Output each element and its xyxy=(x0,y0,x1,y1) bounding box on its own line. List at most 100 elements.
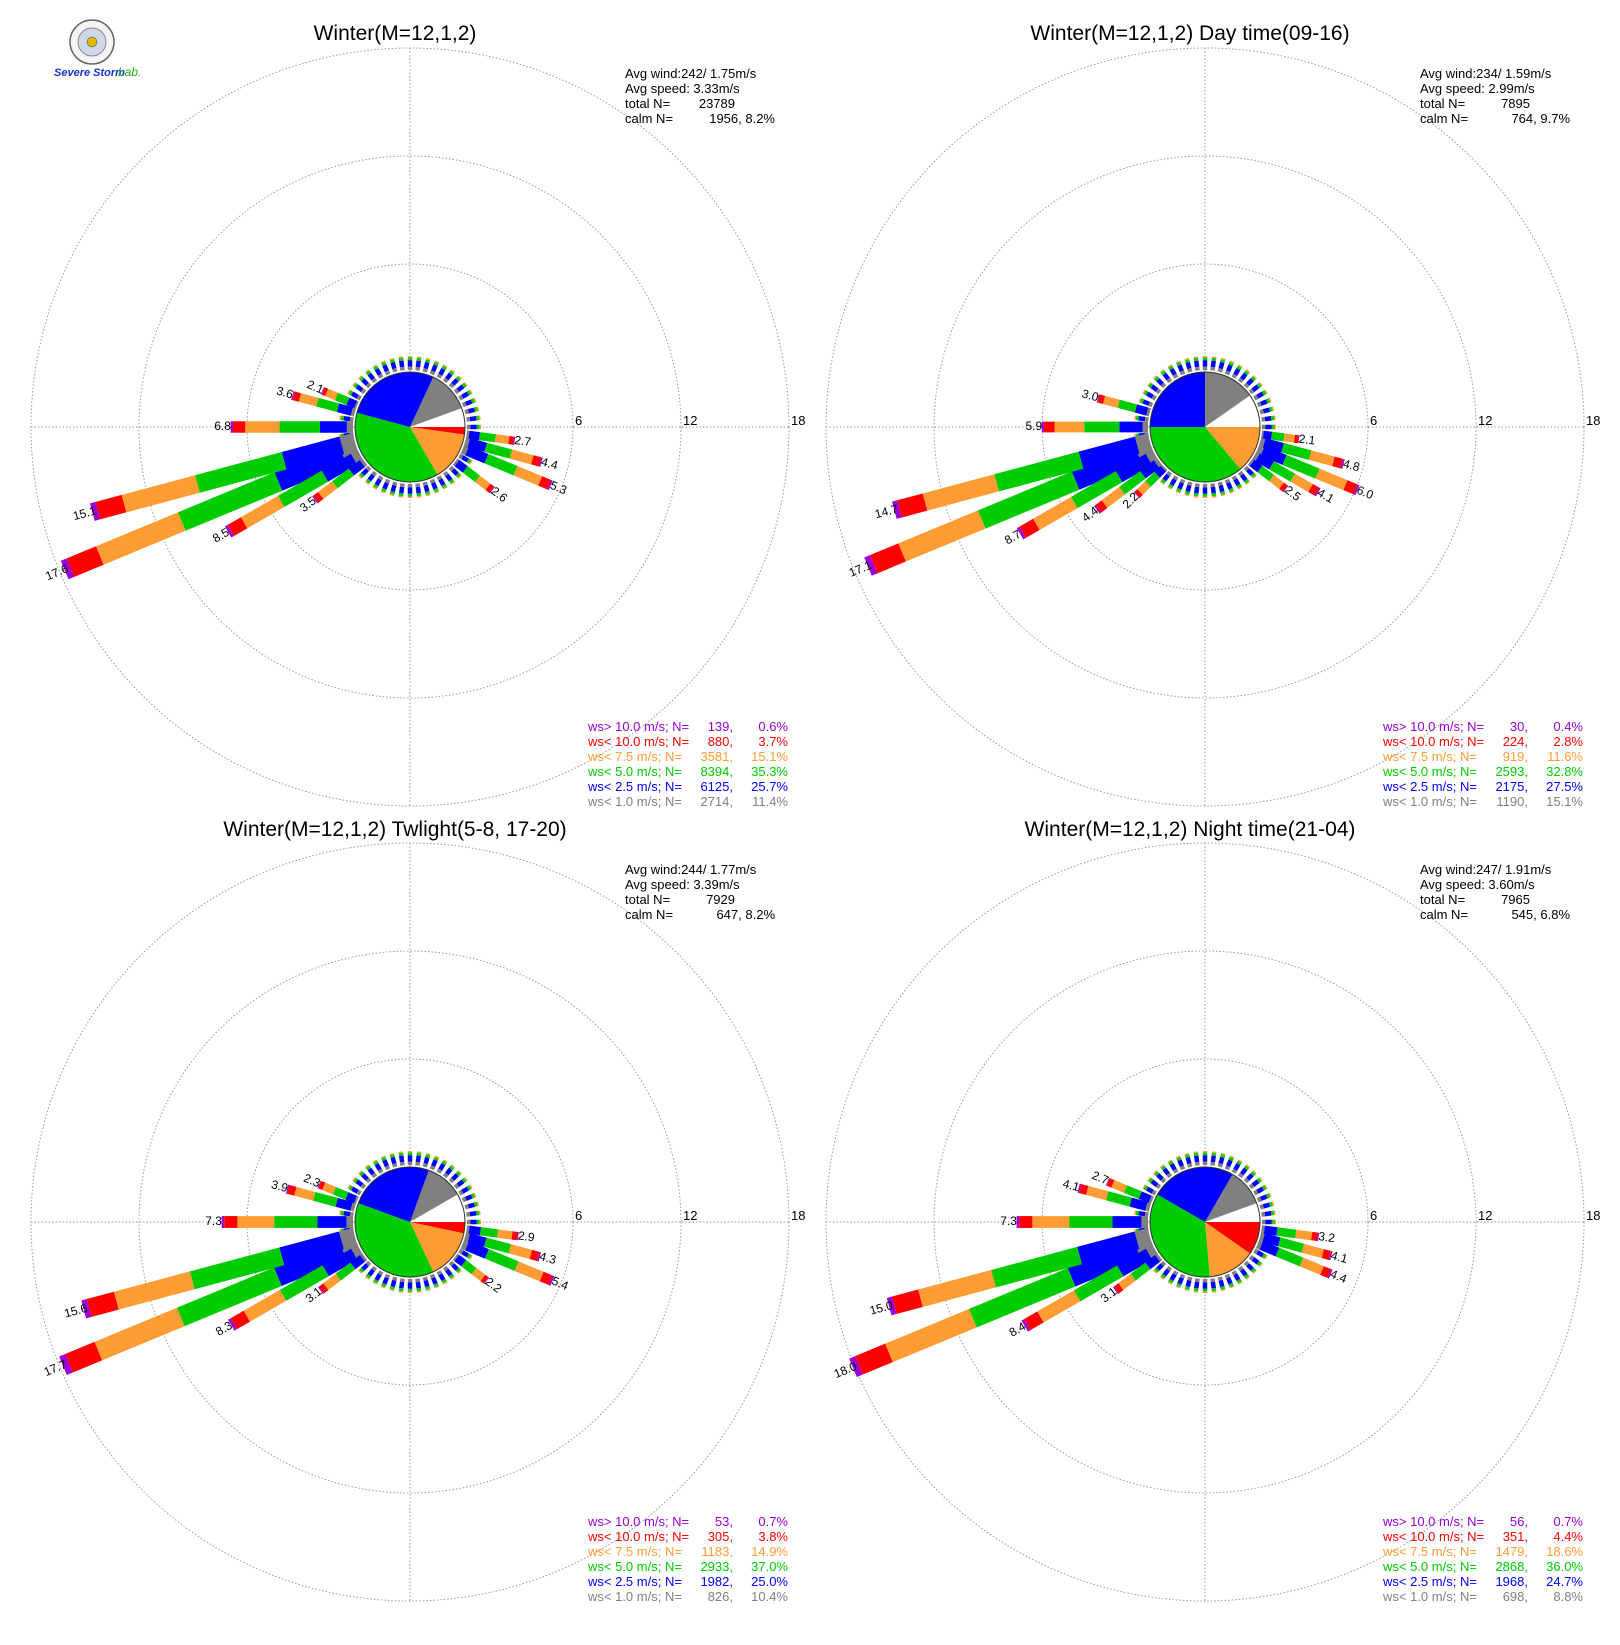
bar-4.8-lt7_5 xyxy=(1310,455,1333,461)
bar-5.3-lt7_5 xyxy=(516,471,541,481)
bar-2.7-lt2_5 xyxy=(1140,1195,1150,1199)
stub-bar-segment xyxy=(418,487,419,493)
stub-bar-segment xyxy=(455,1185,458,1187)
stub-bar-segment xyxy=(380,375,382,378)
bar-4.1-lt7_5 xyxy=(1087,1190,1107,1195)
stub-bar-segment xyxy=(459,1271,460,1272)
stub-bar-segment xyxy=(458,386,463,390)
bar-label: 2.9 xyxy=(517,1228,536,1244)
stub-bar-segment xyxy=(1178,1284,1179,1287)
stub-bar-segment xyxy=(1162,482,1163,483)
stub-bar-segment xyxy=(1252,1269,1254,1271)
bar-3.2-lt5 xyxy=(1277,1231,1296,1233)
stub-bar-segment xyxy=(1163,1275,1165,1277)
ring-label: 6 xyxy=(1370,1208,1377,1223)
bar-2.2-lt2_5 xyxy=(1157,469,1163,475)
stub-bar-segment xyxy=(352,1189,357,1192)
stub-bar-segment xyxy=(373,1174,375,1177)
ring-label: 12 xyxy=(1478,1208,1492,1223)
stub-bar-segment xyxy=(462,1189,467,1192)
stub-bar-segment xyxy=(468,1255,470,1256)
legend-n: 351, xyxy=(1503,1529,1528,1544)
legend-label: ws> 10.0 m/s; N= xyxy=(587,719,689,734)
legend-pct: 11.4% xyxy=(752,794,788,809)
stub-bar-segment xyxy=(393,1157,395,1163)
stub-bar-segment xyxy=(1168,1267,1170,1270)
stub-bar-segment xyxy=(1258,1263,1260,1265)
ring-label: 12 xyxy=(683,1208,697,1223)
stub-bar-segment xyxy=(1162,1277,1163,1278)
bar-17.1-lt10 xyxy=(874,552,902,564)
bar-2.1-lt1 xyxy=(356,404,358,405)
stub-bar-segment xyxy=(470,1213,476,1214)
bar-5.4-lt10 xyxy=(542,1277,551,1281)
bar-2.7-lt1 xyxy=(1150,1199,1152,1200)
stub-bar-segment xyxy=(1235,1164,1238,1169)
bar-3.6-lt7_5 xyxy=(300,397,318,402)
stub-bar-segment xyxy=(459,1251,462,1253)
stub-bar-segment xyxy=(375,485,376,487)
bar-2.2-lt2_5 xyxy=(457,1258,464,1263)
bar-4.8-lt1 xyxy=(1260,442,1264,443)
stub-bar-segment xyxy=(465,411,468,412)
stub-bar-segment xyxy=(1234,476,1236,479)
stub-bar-segment xyxy=(373,1267,375,1270)
stub-bar-segment xyxy=(355,1180,357,1182)
legend-label: ws< 2.5 m/s; N= xyxy=(1382,1574,1477,1589)
legend-n: 826, xyxy=(708,1589,733,1604)
stub-bar-segment xyxy=(380,1271,382,1274)
stub-bar-segment xyxy=(445,1161,446,1162)
stub-bar-segment xyxy=(436,489,437,492)
bar-2.5-lt2_5 xyxy=(1252,463,1260,469)
stub-bar-segment xyxy=(1220,1277,1221,1280)
stub-bar-segment xyxy=(455,390,458,392)
info-avg-wind: Avg wind:247/ 1.91m/s xyxy=(1420,862,1552,877)
stub-bar-segment xyxy=(1221,485,1223,491)
stub-bar-segment xyxy=(394,369,395,372)
stub-bar-segment xyxy=(1168,472,1170,475)
stub-bar-segment xyxy=(475,1204,478,1205)
stub-bar-segment xyxy=(1265,1213,1271,1214)
stub-bar-segment xyxy=(1235,369,1238,374)
bar-4.3-lt1 xyxy=(465,1237,469,1238)
legend-pct: 27.5% xyxy=(1546,779,1583,794)
info-total-label: total N= xyxy=(625,96,670,111)
stub-bar-segment xyxy=(1234,375,1236,378)
stub-bar-segment xyxy=(1238,367,1239,369)
stub-bar-segment xyxy=(1213,361,1214,367)
stub-bar-segment xyxy=(1162,371,1163,372)
stub-bar-segment xyxy=(1238,1280,1239,1282)
stub-bar-segment xyxy=(363,1175,367,1179)
stub-bar-segment xyxy=(357,386,362,390)
stub-bar-segment xyxy=(451,480,453,482)
legend-pct: 15.1% xyxy=(1546,794,1583,809)
bar-3.9-lt5 xyxy=(314,1196,336,1202)
bar-15.0-lt7_5 xyxy=(920,1279,993,1299)
stub-bar-segment xyxy=(367,1277,368,1278)
bar-4.8-lt5 xyxy=(1283,448,1311,455)
legend-label: ws< 10.0 m/s; N= xyxy=(587,734,689,749)
stub-bar-segment xyxy=(1196,1156,1197,1162)
bar-4.3-lt10 xyxy=(531,1254,538,1256)
bar-label: 4.8 xyxy=(1342,456,1362,474)
bar-2.9-lt7_5 xyxy=(498,1234,512,1236)
stub-bar-segment xyxy=(466,401,472,403)
stub-bar-segment xyxy=(1222,360,1223,363)
bar-3.1-lt7_5 xyxy=(1121,1277,1133,1287)
legend-n: 1190, xyxy=(1496,794,1528,809)
stub-bar-segment xyxy=(451,1167,453,1169)
stub-bar-segment xyxy=(453,380,457,384)
stub-bar-segment xyxy=(367,384,369,386)
legend-pct: 32.8% xyxy=(1546,764,1583,779)
stub-bar-segment xyxy=(1188,362,1190,368)
stub-bar-segment xyxy=(1178,361,1179,362)
bar-2.1-lt7_5 xyxy=(327,392,337,396)
stub-bar-segment xyxy=(377,369,380,374)
bar-label: 15.1 xyxy=(71,504,97,524)
stub-bar-segment xyxy=(1170,366,1171,367)
bar-15.0-lt10 xyxy=(894,1298,920,1305)
stub-bar-segment xyxy=(1263,1255,1265,1256)
stub-bar-segment xyxy=(383,1158,384,1161)
stub-bar-segment xyxy=(1248,470,1252,474)
legend-pct: 24.7% xyxy=(1546,1574,1583,1589)
